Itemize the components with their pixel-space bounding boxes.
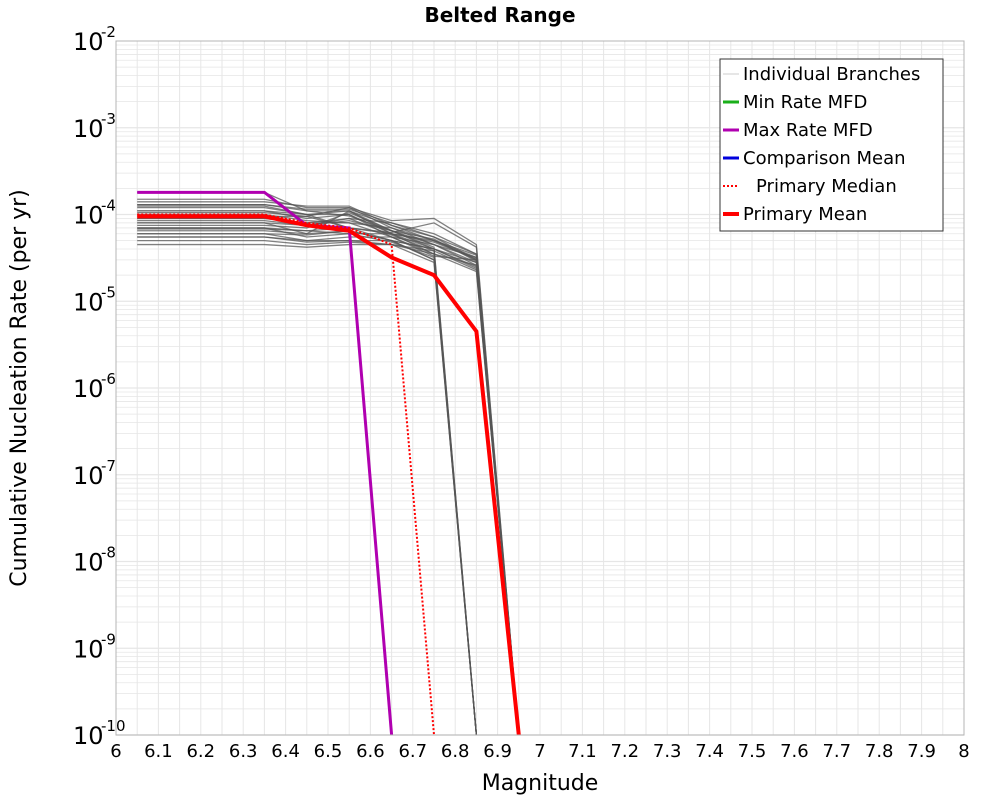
branch-line bbox=[137, 227, 478, 736]
legend-label: Comparison Mean bbox=[743, 148, 906, 169]
y-tick-base: 10 bbox=[73, 202, 104, 230]
branch-line bbox=[137, 211, 520, 736]
y-tick-label: 10-9 bbox=[73, 630, 116, 663]
legend-label: Primary Mean bbox=[743, 204, 867, 225]
y-tick-base: 10 bbox=[73, 115, 104, 143]
x-tick-label: 7.7 bbox=[822, 741, 851, 762]
y-tick-label: 10-8 bbox=[73, 544, 116, 577]
x-tick-label: 6.9 bbox=[483, 741, 512, 762]
y-tick-label: 10-4 bbox=[73, 197, 116, 230]
x-tick-label: 7.4 bbox=[695, 741, 724, 762]
x-axis-label: Magnitude bbox=[482, 771, 599, 796]
y-tick-exponent: -4 bbox=[101, 197, 116, 215]
x-tick-label: 6.2 bbox=[186, 741, 215, 762]
y-tick-base: 10 bbox=[73, 722, 104, 750]
legend-label: Primary Median bbox=[756, 176, 897, 197]
branch-line bbox=[137, 203, 478, 736]
x-tick-label: 7.6 bbox=[780, 741, 809, 762]
y-tick-exponent: -6 bbox=[101, 370, 116, 388]
series-lines bbox=[137, 190, 521, 736]
x-tick-label: 7.2 bbox=[610, 741, 639, 762]
x-tick-label: 6.6 bbox=[356, 741, 385, 762]
branch-line bbox=[137, 239, 520, 736]
y-tick-exponent: -10 bbox=[101, 717, 126, 735]
x-tick-label: 6.7 bbox=[398, 741, 427, 762]
series-line-primary-mean bbox=[137, 214, 521, 736]
x-tick-label: 7.8 bbox=[865, 741, 894, 762]
x-tick-label: 7.3 bbox=[653, 741, 682, 762]
plot-frame bbox=[115, 40, 965, 736]
branch-line bbox=[137, 205, 520, 736]
y-tick-base: 10 bbox=[73, 549, 104, 577]
branch-line bbox=[137, 236, 478, 736]
y-axis-label: Cumulative Nucleation Rate (per yr) bbox=[7, 189, 32, 587]
y-tick-base: 10 bbox=[73, 462, 104, 490]
y-tick-base: 10 bbox=[73, 28, 104, 56]
x-tick-label: 7.5 bbox=[738, 741, 767, 762]
legend-label: Individual Branches bbox=[743, 64, 920, 85]
x-tick-label: 6.4 bbox=[271, 741, 300, 762]
y-tick-base: 10 bbox=[73, 375, 104, 403]
branch-line bbox=[137, 206, 520, 736]
branch-line bbox=[137, 201, 520, 736]
x-tick-label: 6 bbox=[110, 741, 121, 762]
x-tick-label: 7 bbox=[534, 741, 545, 762]
x-tick-label: 7.1 bbox=[568, 741, 597, 762]
y-tick-exponent: -3 bbox=[101, 110, 116, 128]
individual-branches bbox=[137, 191, 520, 736]
branch-line bbox=[137, 230, 478, 736]
x-tick-label: 7.9 bbox=[907, 741, 936, 762]
x-tick-label: 8 bbox=[958, 741, 969, 762]
x-tick-label: 6.8 bbox=[441, 741, 470, 762]
legend-label: Min Rate MFD bbox=[743, 92, 867, 113]
legend-label: Max Rate MFD bbox=[743, 120, 873, 141]
y-tick-exponent: -8 bbox=[101, 544, 116, 562]
y-tick-label: 10-6 bbox=[73, 370, 116, 403]
y-tick-label: 10-2 bbox=[73, 23, 116, 56]
branch-line bbox=[137, 217, 478, 736]
y-tick-exponent: -5 bbox=[101, 283, 116, 301]
grid bbox=[115, 41, 965, 736]
x-tick-label: 6.1 bbox=[144, 741, 173, 762]
legend: Individual Branches Min Rate MFD Max Rate … bbox=[719, 58, 944, 232]
y-tick-label: 10-5 bbox=[73, 283, 116, 316]
y-tick-base: 10 bbox=[73, 635, 104, 663]
chart-title: Belted Range bbox=[424, 3, 575, 27]
legend-box bbox=[719, 58, 944, 232]
x-tick-label: 6.3 bbox=[229, 741, 258, 762]
x-tick-label: 6.5 bbox=[314, 741, 343, 762]
y-tick-exponent: -7 bbox=[101, 457, 116, 475]
y-tick-label: 10-7 bbox=[73, 457, 116, 490]
y-tick-exponent: -2 bbox=[101, 23, 116, 41]
x-tick-labels: 6 6.1 6.2 6.3 6.4 6.5 6.6 6.7 6.8 6.9 7 7.1 7.2 7.3 7.… bbox=[110, 741, 969, 762]
y-tick-exponent: -9 bbox=[101, 630, 116, 648]
branch-line bbox=[137, 210, 478, 736]
y-tick-base: 10 bbox=[73, 288, 104, 316]
branch-line bbox=[137, 243, 520, 736]
y-tick-label: 10-10 bbox=[73, 717, 126, 750]
y-tick-label: 10-3 bbox=[73, 110, 116, 143]
